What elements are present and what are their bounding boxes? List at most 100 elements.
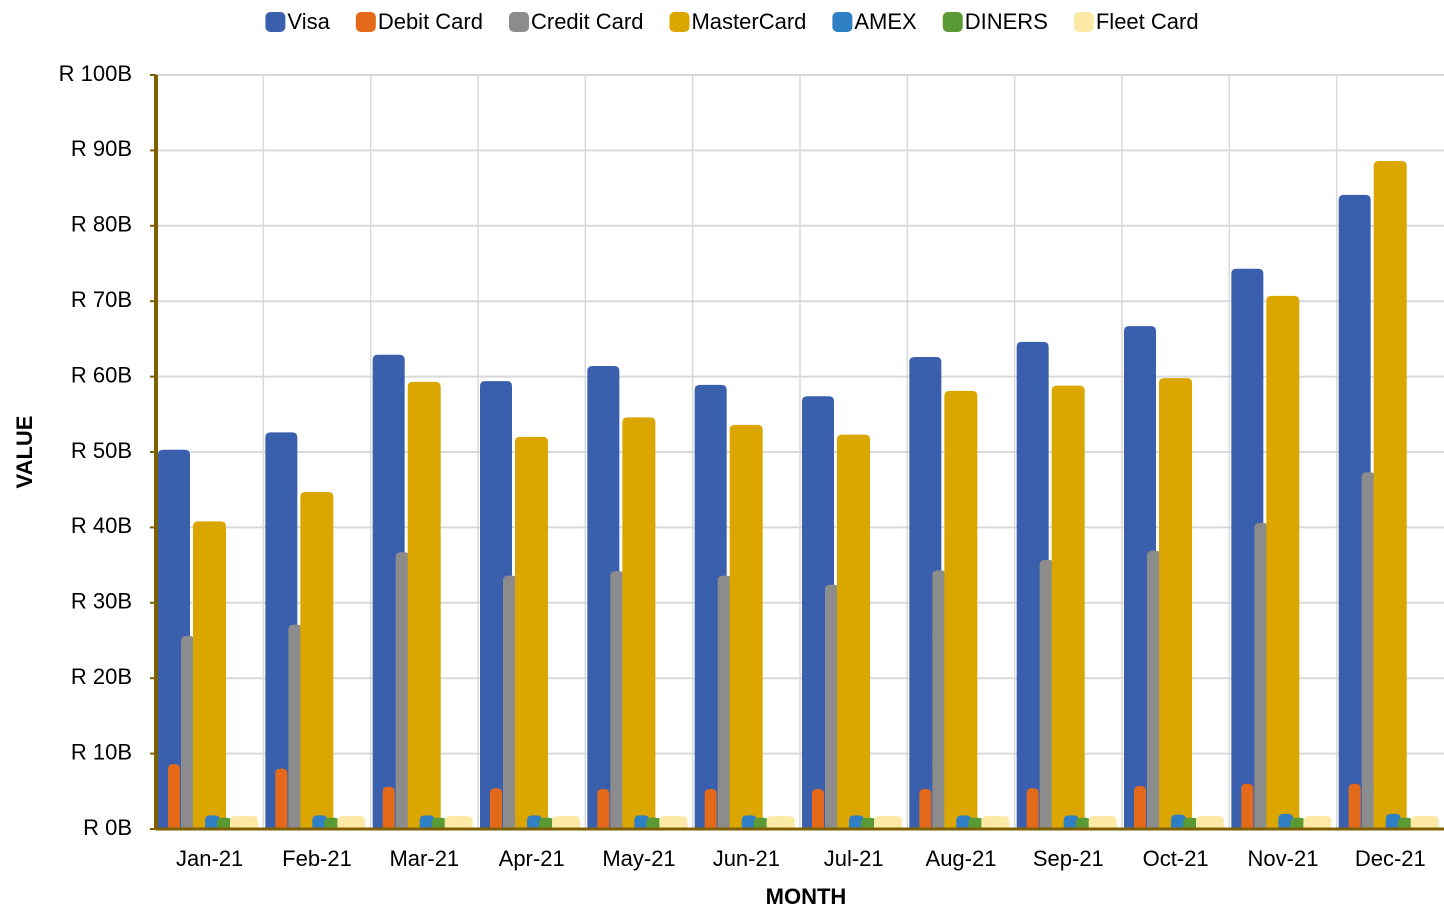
- legend-label: Debit Card: [378, 9, 483, 34]
- bar: [181, 635, 196, 829]
- bar: [646, 817, 662, 829]
- bar: [444, 816, 473, 829]
- x-tick-label: Nov-21: [1248, 846, 1319, 871]
- bar: [741, 815, 757, 829]
- bar: [1147, 550, 1162, 829]
- bar: [717, 575, 732, 829]
- bar: [968, 817, 984, 829]
- bar: [503, 575, 518, 829]
- bar: [634, 815, 650, 829]
- bar: [825, 584, 840, 829]
- bar: [1088, 816, 1117, 829]
- x-tick-label: Apr-21: [499, 846, 565, 871]
- bar: [944, 390, 978, 829]
- bar: [812, 789, 825, 829]
- bar: [490, 788, 503, 829]
- bar: [539, 817, 555, 829]
- x-tick-label: Dec-21: [1355, 846, 1426, 871]
- bar: [1063, 815, 1079, 829]
- y-tick-label: R 40B: [71, 513, 132, 538]
- bar: [324, 817, 340, 829]
- bar: [1039, 559, 1054, 829]
- legend-label: Fleet Card: [1096, 9, 1199, 34]
- bar: [515, 436, 549, 829]
- bar: [1171, 814, 1187, 829]
- bar: [1348, 783, 1361, 829]
- legend-swatch: [508, 12, 529, 32]
- bar: [1026, 788, 1039, 829]
- legend-swatch: [942, 12, 963, 32]
- bar: [919, 789, 932, 829]
- x-tick-label: Jun-21: [713, 846, 780, 871]
- bar: [1373, 160, 1407, 829]
- bar: [1196, 816, 1225, 829]
- bar: [597, 789, 610, 829]
- legend-label: MasterCard: [691, 9, 806, 34]
- legend-swatch: [832, 12, 853, 32]
- bar: [659, 816, 688, 829]
- bar: [704, 789, 717, 829]
- bar: [1303, 816, 1332, 829]
- bar: [527, 815, 543, 829]
- bar: [1134, 786, 1147, 829]
- bar: [1075, 817, 1091, 829]
- bar: [288, 624, 303, 829]
- bar: [610, 571, 625, 829]
- bar: [849, 815, 865, 829]
- legend-label: Credit Card: [531, 9, 643, 34]
- bar: [431, 817, 447, 829]
- bar: [382, 786, 395, 829]
- legend: Visa Debit Card Credit Card MasterCard AMEX D…: [265, 9, 1199, 34]
- legend-swatch: [1073, 12, 1094, 32]
- legend-label: DINERS: [965, 9, 1048, 34]
- bar: [193, 521, 227, 829]
- bar: [1397, 817, 1413, 829]
- bar: [753, 817, 769, 829]
- y-tick-label: R 30B: [71, 589, 132, 614]
- bar: [205, 815, 221, 829]
- y-tick-label: R 90B: [71, 136, 132, 161]
- bar: [622, 417, 656, 829]
- bar: [1278, 813, 1294, 829]
- x-tick-label: Sep-21: [1033, 846, 1104, 871]
- legend-label: Visa: [287, 9, 330, 34]
- bar: [1241, 783, 1254, 829]
- x-tick-label: Oct-21: [1143, 846, 1209, 871]
- y-tick-label: R 0B: [83, 815, 132, 840]
- bar: [217, 817, 233, 829]
- bar: [1290, 817, 1306, 829]
- bar: [230, 816, 259, 829]
- legend-swatch: [355, 12, 376, 32]
- bar: [1266, 295, 1300, 829]
- bar: [729, 424, 763, 829]
- y-tick-label: R 50B: [71, 438, 132, 463]
- bar: [956, 815, 972, 829]
- bar: [407, 381, 441, 829]
- bar: [1051, 385, 1085, 829]
- bar: [1410, 816, 1439, 829]
- x-tick-label: Mar-21: [389, 846, 459, 871]
- bar: [1183, 817, 1199, 829]
- x-tick-label: Aug-21: [926, 846, 997, 871]
- bar: [1385, 813, 1401, 829]
- x-tick-label: Feb-21: [282, 846, 352, 871]
- y-axis-title: VALUE: [12, 416, 37, 489]
- bar: [981, 816, 1010, 829]
- bar: [1361, 472, 1376, 829]
- bar: [1254, 522, 1269, 829]
- bar: [874, 816, 903, 829]
- bar: [275, 768, 288, 829]
- y-tick-label: R 100B: [59, 61, 132, 86]
- x-tick-label: Jan-21: [176, 846, 243, 871]
- legend-swatch: [265, 12, 286, 32]
- y-tick-label: R 80B: [71, 212, 132, 237]
- legend-swatch: [669, 12, 690, 32]
- bar: [932, 570, 947, 829]
- y-tick-label: R 60B: [71, 362, 132, 387]
- bar: [168, 764, 181, 829]
- bar: [1159, 378, 1193, 829]
- bar: [419, 815, 435, 829]
- y-tick-label: R 10B: [71, 739, 132, 764]
- bar: [837, 434, 871, 829]
